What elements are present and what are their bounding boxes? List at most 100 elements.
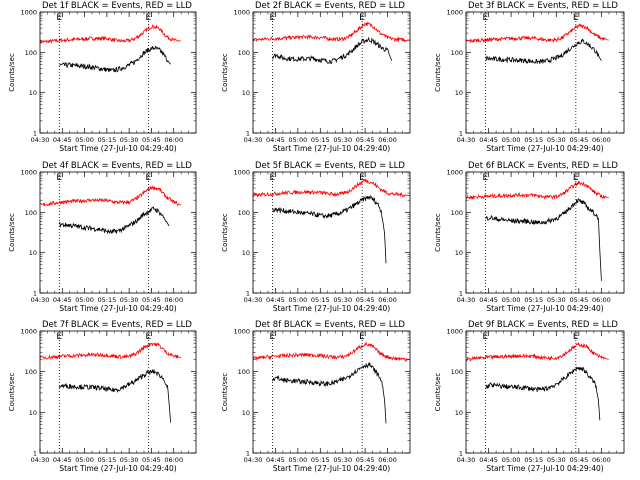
panel-title: Det 3f BLACK = Events, RED = LLD xyxy=(468,1,618,11)
x-tick-label: 04:30 xyxy=(31,136,50,144)
x-tick-label: 04:45 xyxy=(266,136,285,144)
x-tick-label: 05:45 xyxy=(142,136,161,144)
y-tick-label: 100 xyxy=(25,49,37,57)
time-marker-flag: E xyxy=(56,13,62,23)
panel-title: Det 2f BLACK = Events, RED = LLD xyxy=(255,1,405,11)
plot-frame xyxy=(466,331,624,453)
x-tick-label: 05:15 xyxy=(311,136,330,144)
time-marker-flag: E xyxy=(359,13,365,23)
x-tick-label: 05:00 xyxy=(75,136,94,144)
time-marker-flag: E xyxy=(56,332,62,342)
panel-title: Det 7f BLACK = Events, RED = LLD xyxy=(42,320,192,330)
time-marker-flag: E xyxy=(573,173,579,183)
x-tick-label: 05:45 xyxy=(142,296,161,304)
lld-rate-line xyxy=(40,343,181,360)
x-tick-label: 04:45 xyxy=(266,296,285,304)
x-tick-label: 04:30 xyxy=(31,296,50,304)
x-tick-label: 05:45 xyxy=(356,296,375,304)
x-tick-label: 05:00 xyxy=(75,296,94,304)
x-tick-label: 06:00 xyxy=(592,296,611,304)
x-tick-label: 05:45 xyxy=(142,456,161,464)
x-axis-label: Start Time (27-Jul-10 04:29:40) xyxy=(59,304,176,313)
detector-panel-6: Det 6f BLACK = Events, RED = LLDE E110100… xyxy=(434,161,624,313)
x-tick-label: 05:00 xyxy=(288,296,307,304)
x-tick-label: 04:45 xyxy=(53,456,72,464)
x-tick-label: 04:45 xyxy=(479,136,498,144)
x-axis-label: Start Time (27-Jul-10 04:29:40) xyxy=(59,144,176,153)
y-tick-label: 1000 xyxy=(233,9,250,17)
x-axis-label: Start Time (27-Jul-10 04:29:40) xyxy=(486,304,603,313)
x-tick-label: 05:15 xyxy=(524,456,543,464)
y-axis-label: Counts/sec xyxy=(221,53,229,92)
x-tick-label: 05:00 xyxy=(502,136,521,144)
x-tick-label: 05:30 xyxy=(547,136,566,144)
y-axis-label: Counts/sec xyxy=(434,373,442,412)
x-tick-label: 05:30 xyxy=(547,456,566,464)
x-tick-label: 05:15 xyxy=(311,296,330,304)
x-tick-label: 04:30 xyxy=(244,456,263,464)
x-tick-label: 05:30 xyxy=(333,136,352,144)
events-rate-line xyxy=(59,46,170,72)
y-tick-label: 1000 xyxy=(233,169,250,177)
time-marker-flag: E xyxy=(573,332,579,342)
panel-title: Det 8f BLACK = Events, RED = LLD xyxy=(255,320,405,330)
x-tick-label: 06:00 xyxy=(164,296,183,304)
lld-rate-line xyxy=(253,179,410,197)
y-axis-label: Counts/sec xyxy=(221,213,229,252)
plot-frame xyxy=(466,12,624,133)
y-tick-label: 100 xyxy=(25,209,37,217)
y-axis-label: Counts/sec xyxy=(221,373,229,412)
x-tick-label: 06:00 xyxy=(378,136,397,144)
lld-rate-line xyxy=(253,343,410,361)
time-marker-flag: E xyxy=(145,13,151,23)
lld-rate-line xyxy=(466,24,609,42)
y-tick-label: 10 xyxy=(455,409,463,417)
x-tick-label: 06:00 xyxy=(164,456,183,464)
detector-panel-9: Det 9f BLACK = Events, RED = LLDE E110100… xyxy=(434,320,624,473)
panel-title: Det 1f BLACK = Events, RED = LLD xyxy=(42,1,192,11)
y-axis-label: Counts/sec xyxy=(8,373,16,412)
plot-frame xyxy=(40,331,196,453)
x-tick-label: 06:00 xyxy=(592,456,611,464)
detector-panel-2: Det 2f BLACK = Events, RED = LLD E E 1 10 100… xyxy=(221,1,410,153)
lld-rate-line xyxy=(253,23,410,42)
y-tick-label: 10 xyxy=(455,89,463,97)
events-rate-line xyxy=(486,199,602,281)
x-tick-label: 04:30 xyxy=(457,456,476,464)
y-tick-label: 10 xyxy=(455,249,463,257)
y-tick-label: 10 xyxy=(29,89,37,97)
time-marker-flag: E xyxy=(145,332,151,342)
time-marker-flag: E xyxy=(359,332,365,342)
x-tick-label: 05:00 xyxy=(502,296,521,304)
panel-title: Det 5f BLACK = Events, RED = LLD xyxy=(255,161,405,171)
plot-frame xyxy=(40,12,196,133)
x-tick-label: 05:30 xyxy=(120,136,139,144)
y-tick-label: 10 xyxy=(242,89,250,97)
y-tick-label: 10 xyxy=(242,249,250,257)
x-tick-label: 05:30 xyxy=(120,456,139,464)
x-axis-label: Start Time (27-Jul-10 04:29:40) xyxy=(486,464,603,473)
detector-panel-3: Det 3f BLACK = Events, RED = LLD E E 1 10 100… xyxy=(434,1,624,153)
plot-frame xyxy=(466,172,624,293)
x-tick-label: 05:30 xyxy=(547,296,566,304)
x-tick-label: 06:00 xyxy=(378,296,397,304)
lld-rate-line xyxy=(466,181,609,199)
time-marker-flag: E xyxy=(483,332,489,342)
time-marker-flag: E xyxy=(269,332,275,342)
time-marker-flag: E xyxy=(269,13,275,23)
y-tick-label: 100 xyxy=(238,209,250,217)
x-tick-label: 05:15 xyxy=(97,136,116,144)
detector-panel-5: Det 5f BLACK = Events, RED = LLDE E110100… xyxy=(221,161,410,313)
time-marker-flag: E xyxy=(573,13,579,23)
lld-rate-line xyxy=(466,343,609,361)
x-tick-label: 05:30 xyxy=(333,296,352,304)
y-axis-label: Counts/sec xyxy=(434,213,442,252)
detector-panel-7: Det 7f BLACK = Events, RED = LLD E E 1 10 100… xyxy=(8,320,196,473)
x-tick-label: 05:15 xyxy=(524,296,543,304)
x-tick-label: 05:15 xyxy=(311,456,330,464)
time-marker-flag: E xyxy=(483,13,489,23)
y-axis-label: Counts/sec xyxy=(434,53,442,92)
y-tick-label: 100 xyxy=(451,368,463,376)
y-tick-label: 1000 xyxy=(446,328,463,336)
